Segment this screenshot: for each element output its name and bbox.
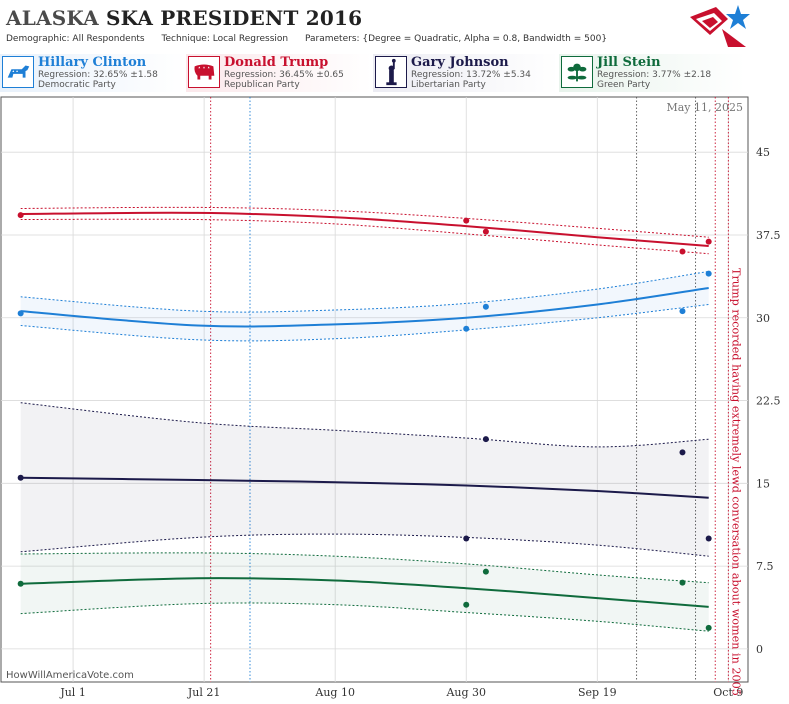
poll-point-hillary-clinton xyxy=(463,325,470,332)
upper-bound-hillary-clinton xyxy=(20,270,709,313)
series-gary-johnson xyxy=(17,402,712,557)
poll-point-donald-trump xyxy=(482,228,489,235)
series-donald-trump xyxy=(17,206,712,255)
title-state: ALASKA xyxy=(6,6,99,30)
poll-point-donald-trump xyxy=(679,248,686,255)
series-hillary-clinton xyxy=(17,270,712,342)
y-tick-label: 0 xyxy=(756,643,763,656)
regression-line-jill-stein xyxy=(20,577,709,608)
plot-frame xyxy=(0,96,749,683)
watermark: HowWillAmericaVote.com xyxy=(6,670,134,681)
candidate-legend: Hillary Clinton Regression: 32.65% ±1.58 D… xyxy=(0,54,789,92)
lower-bound-hillary-clinton xyxy=(20,304,709,342)
parameters-label: Parameters: {Degree = Quadratic, Alpha =… xyxy=(305,34,608,44)
y-tick-label: 22.5 xyxy=(756,395,781,408)
technique-label: Technique: Local Regression xyxy=(161,34,289,44)
poll-point-jill-stein xyxy=(482,568,489,575)
x-tick-label: Aug 30 xyxy=(445,686,486,699)
upper-bound-donald-trump xyxy=(20,206,709,238)
chart-title: ALASKA SKA PRESIDENT 2016 xyxy=(6,6,362,30)
chart-parameters: Demographic: All Respondents Technique: … xyxy=(6,34,621,44)
x-tick-label: Oct 9 xyxy=(713,686,743,699)
poll-point-gary-johnson xyxy=(17,474,24,481)
candidate-regression: Regression: 3.77% ±2.18 xyxy=(597,70,712,80)
y-tick-label: 7.5 xyxy=(756,560,774,573)
regression-line-gary-johnson xyxy=(20,476,709,499)
poll-point-gary-johnson xyxy=(463,535,470,542)
lower-bound-gary-johnson xyxy=(20,533,709,557)
confidence-band-gary-johnson xyxy=(20,402,709,557)
x-tick-label: Jul 1 xyxy=(59,686,86,699)
poll-point-jill-stein xyxy=(705,624,712,631)
x-tick-label: Jul 21 xyxy=(187,686,221,699)
regression-line-donald-trump xyxy=(20,211,709,247)
poll-point-jill-stein xyxy=(17,580,24,587)
poll-point-hillary-clinton xyxy=(17,310,24,317)
poll-point-hillary-clinton xyxy=(482,303,489,310)
y-tick-label: 30 xyxy=(756,312,770,325)
poll-point-donald-trump xyxy=(463,217,470,224)
candidate-party: Republican Party xyxy=(224,80,300,90)
candidate-name: Donald Trump xyxy=(224,55,329,70)
poll-point-jill-stein xyxy=(679,579,686,586)
site-logo-icon xyxy=(690,5,750,47)
demographic-label: Demographic: All Respondents xyxy=(6,34,145,44)
poll-point-hillary-clinton xyxy=(705,270,712,277)
candidate-name: Jill Stein xyxy=(597,55,661,70)
confidence-band-jill-stein xyxy=(20,552,709,632)
event-annotation: Trump recorded having extremely lewd con… xyxy=(729,268,742,696)
poll-point-gary-johnson xyxy=(679,449,686,456)
date-stamp: May 11, 2025 xyxy=(666,101,743,114)
candidate-party: Green Party xyxy=(597,80,651,90)
candidate-regression: Regression: 13.72% ±5.34 xyxy=(411,70,531,80)
candidate-name: Hillary Clinton xyxy=(38,55,147,70)
poll-point-hillary-clinton xyxy=(679,308,686,315)
legend-item-jill-stein: Jill Stein Regression: 3.77% ±2.18 Green P… xyxy=(559,54,745,92)
elephant-icon xyxy=(188,56,220,88)
donkey-icon xyxy=(2,56,34,88)
series-jill-stein xyxy=(17,552,712,632)
y-tick-label: 45 xyxy=(756,146,770,159)
x-tick-label: Sep 19 xyxy=(578,686,617,699)
poll-point-jill-stein xyxy=(463,601,470,608)
title-race: SKA PRESIDENT 2016 xyxy=(106,6,363,30)
candidate-party: Libertarian Party xyxy=(411,80,486,90)
lower-bound-donald-trump xyxy=(20,218,709,255)
poll-point-donald-trump xyxy=(17,212,24,219)
statue-of-liberty-icon xyxy=(375,56,407,88)
chart-header: ALASKA SKA PRESIDENT 2016 Demographic: A… xyxy=(0,0,789,52)
green-party-flower-icon xyxy=(561,56,593,88)
x-tick-label: Aug 10 xyxy=(314,686,355,699)
regression-line-hillary-clinton xyxy=(20,287,709,328)
poll-point-gary-johnson xyxy=(705,535,712,542)
candidate-party: Democratic Party xyxy=(38,80,116,90)
legend-item-gary-johnson: Gary Johnson Regression: 13.72% ±5.34 Libe… xyxy=(373,54,559,92)
upper-bound-gary-johnson xyxy=(20,402,709,448)
y-tick-label: 37.5 xyxy=(756,229,781,242)
candidate-regression: Regression: 36.45% ±0.65 xyxy=(224,70,344,80)
candidate-regression: Regression: 32.65% ±1.58 xyxy=(38,70,158,80)
upper-bound-jill-stein xyxy=(20,552,709,584)
poll-point-donald-trump xyxy=(705,238,712,245)
y-tick-label: 15 xyxy=(756,477,770,490)
lower-bound-jill-stein xyxy=(20,602,709,632)
poll-point-gary-johnson xyxy=(482,436,489,443)
legend-item-hillary-clinton: Hillary Clinton Regression: 32.65% ±1.58 D… xyxy=(0,54,186,92)
candidate-name: Gary Johnson xyxy=(411,55,509,70)
legend-item-donald-trump: Donald Trump Regression: 36.45% ±0.65 Repu… xyxy=(186,54,372,92)
